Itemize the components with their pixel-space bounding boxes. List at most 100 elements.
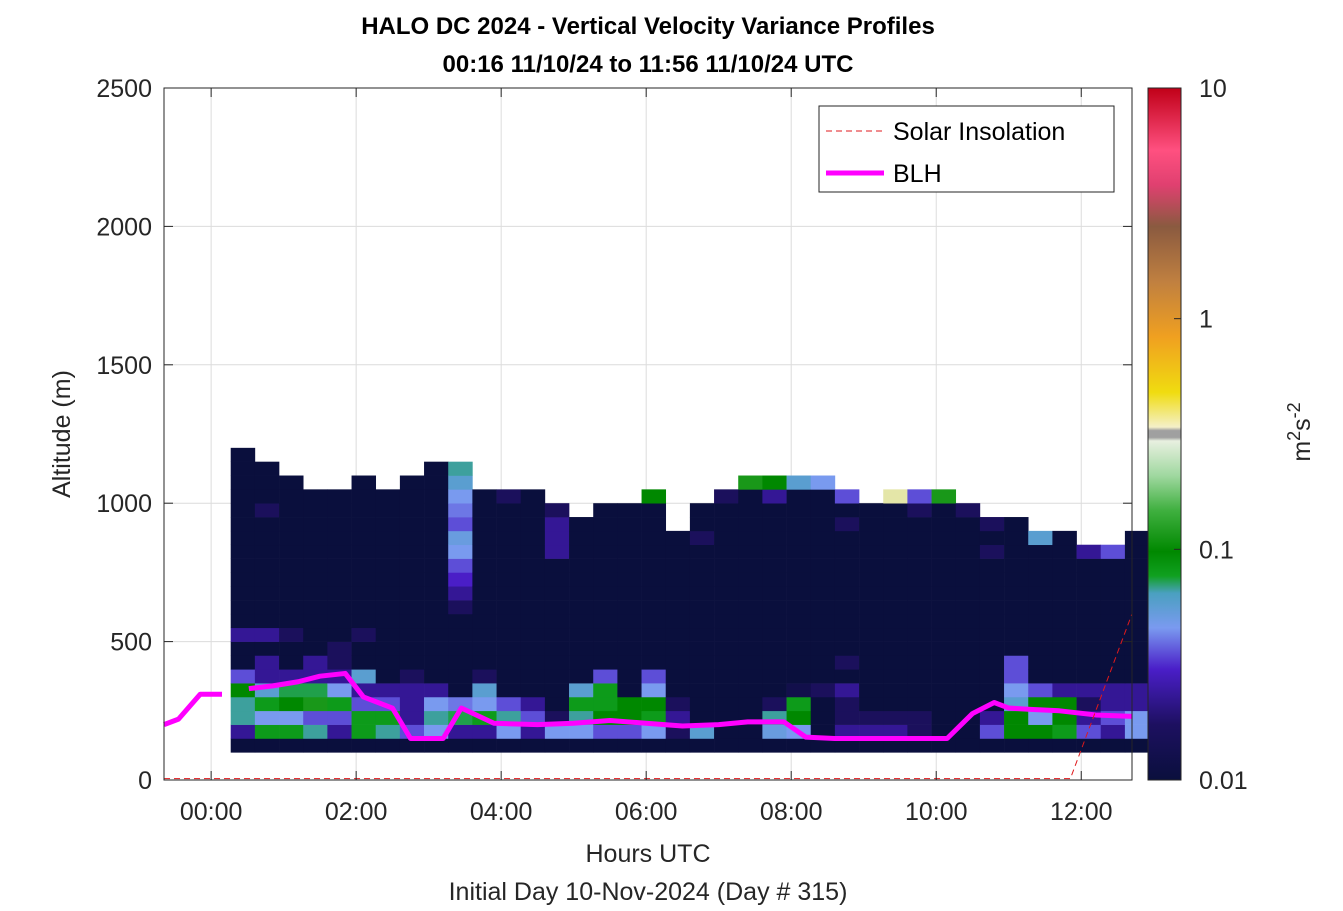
- y-tick-label: 1500: [96, 352, 152, 380]
- heatmap-cell: [496, 724, 522, 739]
- heatmap-cell: [303, 641, 328, 656]
- heatmap-cell: [859, 572, 884, 587]
- heatmap-cell: [907, 655, 932, 670]
- heatmap-cell: [279, 738, 304, 753]
- heatmap-cell: [714, 558, 739, 573]
- heatmap-cell: [303, 710, 328, 725]
- heatmap-cell: [375, 530, 401, 546]
- heatmap-cell: [327, 641, 352, 656]
- heatmap-cell: [786, 489, 812, 504]
- heatmap-cell: [1076, 696, 1102, 712]
- heatmap-cell: [931, 627, 957, 642]
- heatmap-cell: [496, 489, 522, 504]
- heatmap-cell: [520, 669, 546, 684]
- heatmap-cell: [1100, 572, 1126, 587]
- heatmap-cell: [641, 641, 667, 656]
- heatmap-cell: [1028, 738, 1053, 753]
- heatmap-cell: [303, 724, 328, 739]
- heatmap-cell: [254, 475, 280, 490]
- heatmap-cell: [810, 600, 836, 615]
- heatmap-cell: [907, 724, 932, 739]
- heatmap-cell: [762, 655, 787, 670]
- heatmap-cell: [544, 572, 570, 587]
- heatmap-cell: [859, 738, 884, 753]
- heatmap-cell: [1028, 558, 1053, 573]
- heatmap-cell: [1004, 669, 1029, 684]
- heatmap-cell: [569, 738, 594, 753]
- heatmap-cell: [689, 738, 715, 753]
- heatmap-cell: [762, 530, 787, 546]
- heatmap-cell: [569, 544, 594, 559]
- heatmap-cell: [520, 641, 546, 656]
- heatmap-cell: [375, 600, 401, 615]
- heatmap-cell: [834, 724, 860, 739]
- heatmap-cell: [448, 641, 473, 656]
- heatmap-cell: [399, 738, 425, 753]
- heatmap-cell: [689, 613, 715, 629]
- heatmap-cell: [859, 517, 884, 532]
- heatmap-cell: [351, 544, 377, 559]
- heatmap-cell: [569, 600, 594, 615]
- heatmap-cell: [1124, 655, 1150, 670]
- heatmap-cell: [520, 544, 546, 559]
- heatmap-cell: [279, 558, 304, 573]
- heatmap-cell: [786, 572, 812, 587]
- heatmap-cell: [593, 669, 618, 684]
- heatmap-cell: [1124, 544, 1150, 559]
- heatmap-cell: [714, 586, 739, 601]
- heatmap-cell: [303, 586, 328, 601]
- heatmap-cell: [1004, 641, 1029, 656]
- heatmap-cell: [955, 572, 981, 587]
- heatmap-cell: [689, 586, 715, 601]
- heatmap-cell: [834, 489, 860, 504]
- heatmap-cell: [1004, 517, 1029, 532]
- heatmap-cell: [738, 586, 763, 601]
- heatmap-cell: [279, 696, 304, 712]
- heatmap-cell: [810, 669, 836, 684]
- heatmap-cell: [714, 530, 739, 546]
- heatmap-cell: [544, 683, 570, 698]
- heatmap-cell: [593, 503, 618, 518]
- heatmap-cell: [1124, 641, 1150, 656]
- heatmap-cell: [617, 600, 642, 615]
- heatmap-cell: [520, 655, 546, 670]
- heatmap-cell: [738, 600, 763, 615]
- heatmap-cell: [569, 655, 594, 670]
- heatmap-cell: [375, 558, 401, 573]
- heatmap-cell: [834, 738, 860, 753]
- heatmap-cell: [279, 641, 304, 656]
- heatmap-cell: [834, 586, 860, 601]
- heatmap-cell: [544, 696, 570, 712]
- heatmap-cell: [496, 503, 522, 518]
- heatmap-cell: [665, 641, 691, 656]
- heatmap-cell: [351, 710, 377, 725]
- heatmap-cell: [279, 710, 304, 725]
- heatmap-cell: [641, 683, 667, 698]
- heatmap-cell: [544, 586, 570, 601]
- heatmap-cell: [907, 683, 932, 698]
- heatmap-cell: [762, 544, 787, 559]
- heatmap-cell: [714, 683, 739, 698]
- heatmap-cell: [955, 558, 981, 573]
- heatmap-cell: [327, 683, 352, 698]
- heatmap-cell: [424, 461, 449, 476]
- heatmap-cell: [375, 544, 401, 559]
- heatmap-cell: [979, 738, 1005, 753]
- heatmap-cell: [979, 544, 1005, 559]
- colorbar-tick-label: 1: [1199, 306, 1213, 334]
- heatmap-cell: [907, 503, 932, 518]
- heatmap-cell: [810, 710, 836, 725]
- heatmap-cell: [834, 544, 860, 559]
- colorbar-ticks: 0.01 0.1 1 10: [1174, 75, 1248, 795]
- heatmap-cell: [351, 627, 377, 642]
- heatmap-cell: [883, 558, 908, 573]
- heatmap-cell: [448, 724, 473, 739]
- heatmap-cell: [1028, 655, 1053, 670]
- heatmap-cell: [714, 600, 739, 615]
- heatmap-cell: [979, 600, 1005, 615]
- heatmap-cell: [1004, 655, 1029, 670]
- heatmap-cell: [230, 489, 256, 504]
- heatmap-cell: [883, 572, 908, 587]
- heatmap-cell: [230, 600, 256, 615]
- heatmap-cell: [399, 503, 425, 518]
